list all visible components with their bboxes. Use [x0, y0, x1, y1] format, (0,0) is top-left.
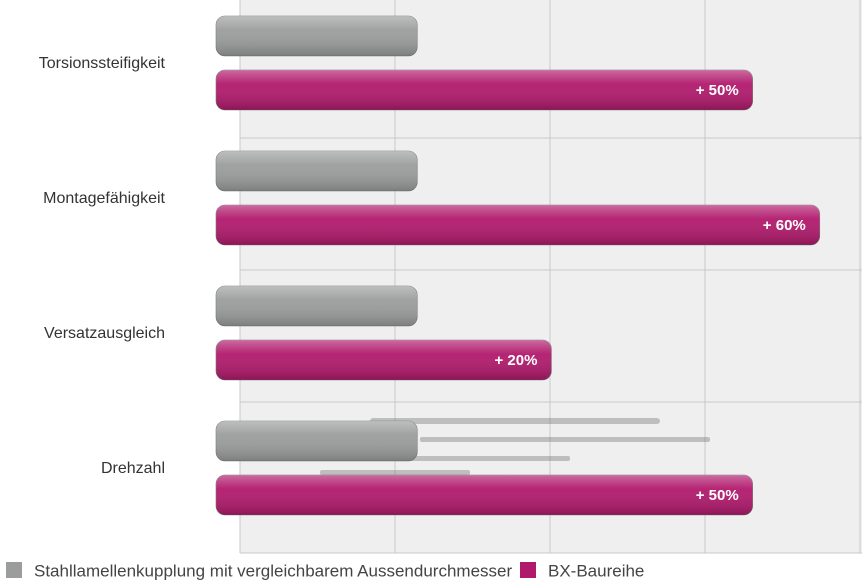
- legend-swatch: [520, 562, 536, 578]
- motion-blur: [320, 418, 710, 475]
- value-label: + 20%: [494, 352, 537, 369]
- legend-label: Stahllamellenkupplung mit vergleichbarem…: [34, 561, 512, 580]
- bar-shine: [216, 286, 418, 326]
- legend-swatch: [6, 562, 22, 578]
- bar-shine: [216, 340, 552, 380]
- bar-shine: [216, 151, 418, 191]
- value-label: + 60%: [763, 217, 806, 234]
- category-label: Drehzahl: [101, 460, 165, 477]
- category-label: Montagefähigkeit: [43, 190, 165, 207]
- bar-shine: [216, 16, 418, 56]
- legend-label: BX-Baureihe: [548, 561, 644, 580]
- category-label: Versatzausgleich: [44, 325, 165, 342]
- bar-shine: [216, 421, 418, 461]
- category-label: Torsionssteifigkeit: [39, 55, 166, 72]
- value-label: + 50%: [696, 487, 739, 504]
- bar-shine: [216, 205, 820, 245]
- bar-shine: [216, 475, 753, 515]
- bar-shine: [216, 70, 753, 110]
- value-label: + 50%: [696, 82, 739, 99]
